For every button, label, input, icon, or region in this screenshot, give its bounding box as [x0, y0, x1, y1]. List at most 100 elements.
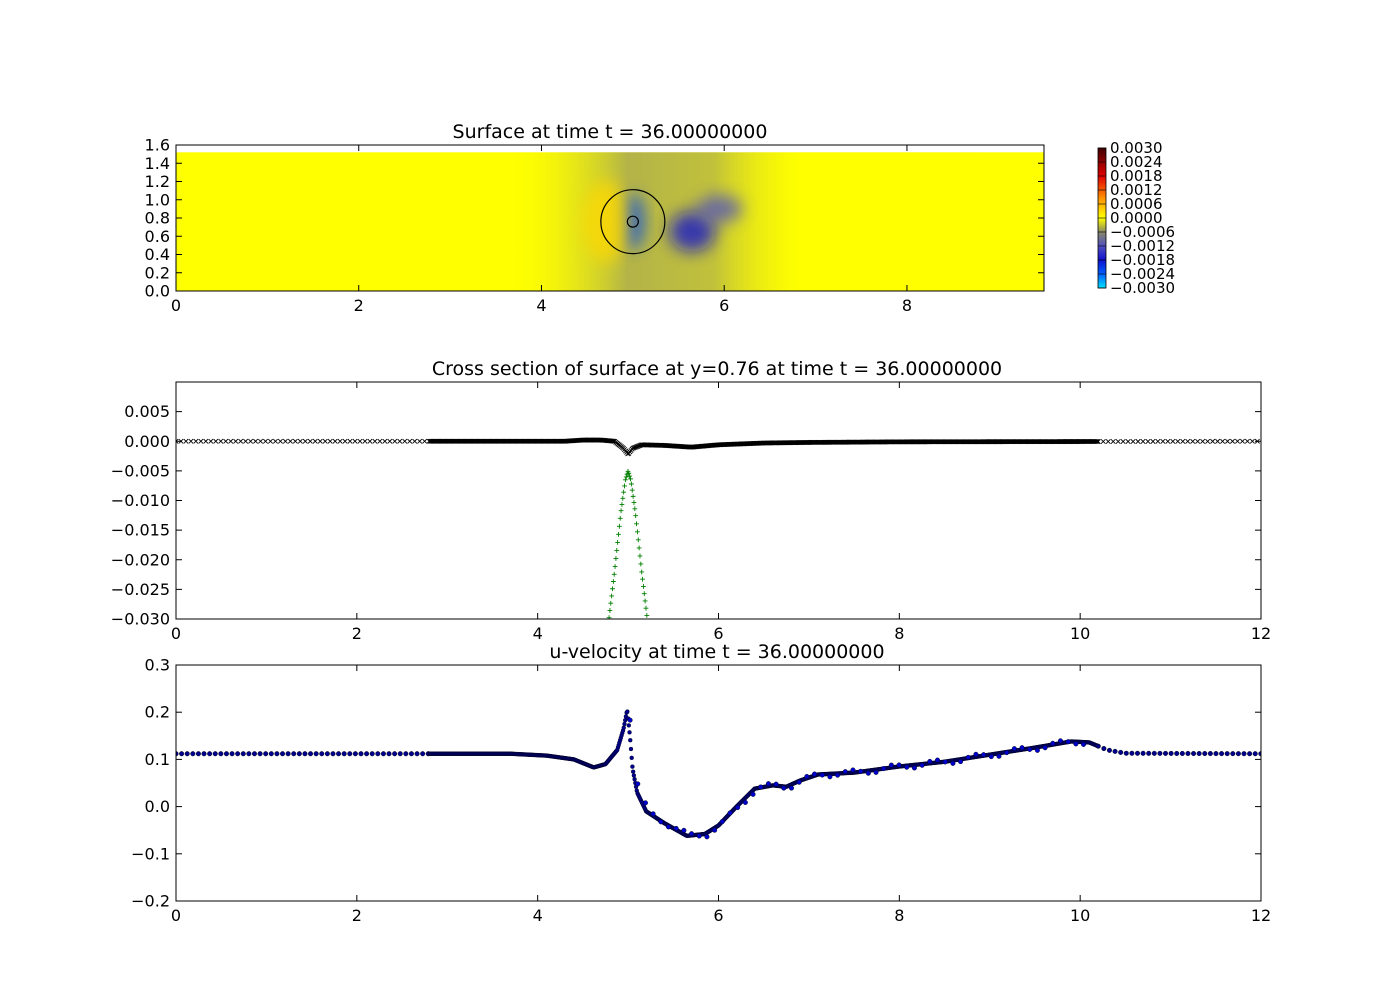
u-velocity-point: [865, 770, 871, 776]
u-velocity-point: [1140, 750, 1146, 756]
u-velocity-point: [704, 834, 710, 840]
surface-x-point: [342, 438, 348, 444]
u-velocity-point: [904, 764, 910, 770]
u-velocity-point: [1230, 751, 1236, 757]
surface-x-point: [312, 438, 318, 444]
u-velocity-point: [218, 751, 224, 757]
u-velocity-point: [1219, 751, 1225, 757]
u-velocity-point: [392, 751, 398, 757]
u-velocity-point: [246, 751, 252, 757]
u-velocity-point: [958, 759, 964, 765]
u-velocity-point: [630, 764, 635, 769]
u-velocity-point: [212, 751, 218, 757]
surface-x-point: [1155, 438, 1161, 444]
surface-x-point: [377, 438, 383, 444]
bottom-plus-point: [629, 487, 635, 493]
u-velocity-point: [873, 769, 879, 775]
surface-x-point: [417, 438, 423, 444]
surface-x-point: [213, 438, 219, 444]
surface-x-point: [1234, 438, 1241, 444]
surface-x-point: [193, 438, 199, 444]
u-velocity-y-tick-label: −0.1: [131, 844, 170, 863]
surface-x-point: [332, 438, 338, 444]
surface-x-point: [1239, 438, 1245, 444]
u-velocity-point: [263, 751, 269, 757]
surface-x-point: [362, 438, 368, 444]
u-velocity-point: [352, 751, 358, 757]
u-velocity-x-tick-label: 4: [533, 906, 543, 925]
surface-x-point: [387, 438, 393, 444]
surface-x-point: [382, 438, 388, 444]
u-velocity-point: [257, 751, 263, 757]
u-velocity-point: [827, 774, 833, 780]
u-velocity-point: [1151, 750, 1157, 756]
u-velocity-point: [1050, 740, 1056, 746]
surface-x-point: [258, 438, 264, 444]
surface-x-point: [1230, 438, 1236, 444]
u-velocity-point: [364, 751, 370, 757]
surface-x-point: [238, 438, 244, 444]
bottom-plus-point: [637, 553, 643, 559]
surface-x-point: [1185, 438, 1191, 444]
surface-depression: [621, 194, 644, 250]
surface-x-point: [1195, 438, 1201, 444]
cross-section-y-ticks: 0.005 0.000 −0.005 −0.010 −0.015 −0.020 −0.025…: [111, 402, 1261, 629]
u-velocity-point: [696, 833, 702, 839]
u-velocity-point: [302, 751, 308, 757]
surface-x-point: [1092, 439, 1098, 445]
u-velocity-point: [330, 751, 336, 757]
surface-x-point: [176, 438, 179, 444]
surface-x-point: [1200, 438, 1206, 444]
u-velocity-y-tick-label: 0.3: [145, 656, 170, 675]
u-velocity-point: [626, 723, 631, 728]
u-velocity-point: [380, 751, 386, 757]
bottom-plus-point: [640, 576, 645, 582]
surface-x-tick-label: 2: [354, 296, 364, 315]
u-velocity-point: [635, 781, 641, 787]
u-velocity-point: [291, 751, 297, 757]
surface-x-point: [1135, 438, 1141, 444]
u-velocity-point: [341, 751, 347, 757]
surface-depression: [669, 211, 716, 252]
surface-x-point: [392, 438, 398, 444]
surface-x-point: [183, 438, 189, 444]
u-velocity-point: [788, 785, 794, 791]
u-velocity-point: [1174, 750, 1180, 756]
cross-section-x-tick-label: 0: [171, 624, 181, 643]
surface-x-point: [267, 438, 274, 444]
u-velocity-point: [1034, 747, 1040, 753]
u-velocity-point: [896, 762, 902, 768]
u-velocity-point: [1129, 750, 1135, 756]
u-velocity-point: [742, 799, 748, 805]
bottom-plus-point: [616, 531, 621, 537]
colorbar-tick-label: 0.0030: [1110, 139, 1163, 157]
surface-x-point: [347, 438, 353, 444]
u-velocity-point: [804, 774, 810, 780]
u-velocity-point: [1202, 751, 1208, 757]
surface-x-point: [1249, 438, 1255, 444]
colorbar-tick-label: −0.0018: [1110, 251, 1175, 269]
surface-x-point: [302, 438, 308, 444]
surface-x-point: [1100, 438, 1106, 445]
surface-x-point: [317, 438, 323, 444]
u-velocity-point: [935, 757, 941, 763]
u-velocity-point: [235, 751, 241, 757]
u-velocity-point: [1073, 741, 1079, 747]
bottom-plus-point: [641, 591, 647, 597]
u-velocity-point: [420, 751, 426, 757]
bottom-plus-point: [628, 476, 633, 482]
surface-x-point: [1125, 438, 1131, 444]
surface-x-ticks: 0 2 4 6 8: [171, 145, 912, 315]
surface-x-point: [1145, 438, 1151, 444]
u-velocity-point: [1235, 751, 1241, 757]
u-velocity-point: [629, 755, 634, 760]
u-velocity-point: [642, 800, 648, 806]
u-velocity-point: [201, 751, 207, 757]
colorbar-tick-label: −0.0024: [1110, 265, 1175, 283]
u-velocity-point: [223, 751, 229, 757]
bottom-plus-point: [636, 545, 642, 551]
u-velocity-x-tick-label: 12: [1251, 906, 1271, 925]
u-velocity-y-tick-label: −0.2: [131, 892, 170, 911]
surface-x-point: [357, 438, 363, 444]
u-velocity-y-tick-label: 0.0: [145, 797, 170, 816]
